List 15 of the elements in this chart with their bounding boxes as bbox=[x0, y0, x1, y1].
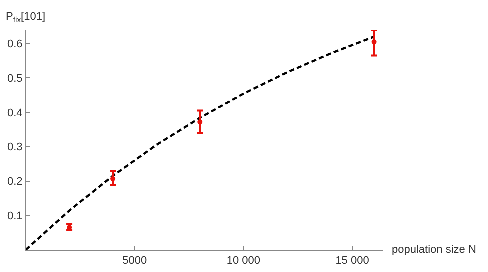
x-tick-label: 15 000 bbox=[336, 255, 370, 268]
y-tick-label: 0.3 bbox=[8, 142, 23, 154]
point bbox=[198, 120, 203, 125]
y-tick-label: 0.6 bbox=[8, 38, 23, 51]
y-axis-title: P$_{fix}$[101] bbox=[6, 11, 46, 24]
y-tick-label: 0.5 bbox=[8, 72, 23, 85]
x-axis-title: population size N bbox=[392, 244, 476, 256]
y-tick-label: 0.4 bbox=[8, 107, 23, 120]
x-tick-label: 10 000 bbox=[226, 255, 261, 268]
x-tick-label: 5000 bbox=[122, 255, 148, 268]
line-series bbox=[26, 36, 376, 250]
y-tick-label: 0.2 bbox=[8, 176, 23, 188]
point bbox=[110, 176, 116, 182]
y-tick-label: 0.1 bbox=[8, 210, 23, 222]
point bbox=[372, 40, 377, 45]
